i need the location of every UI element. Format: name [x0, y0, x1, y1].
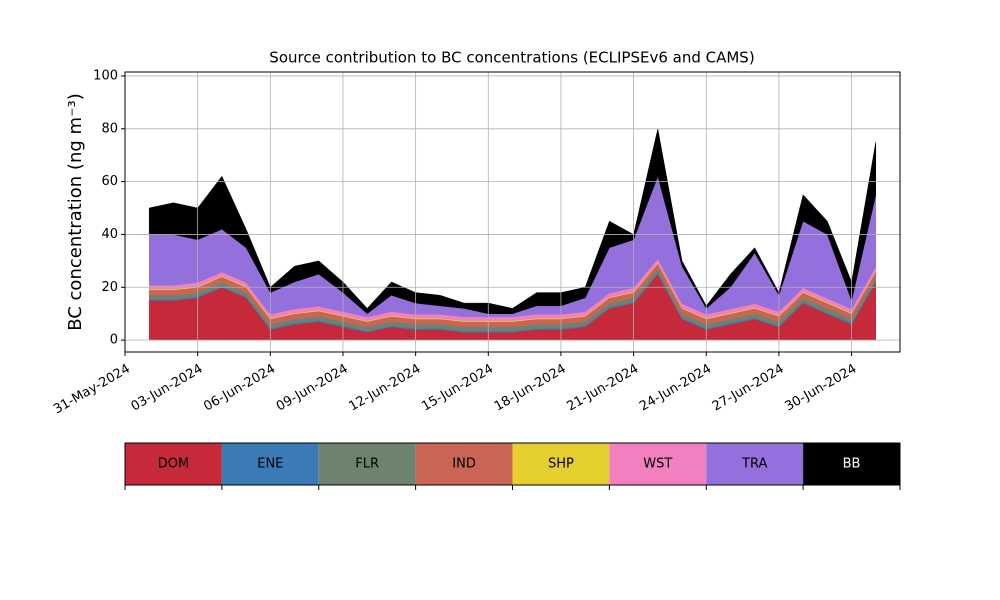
legend-label: SHP: [548, 457, 574, 472]
chart-title: Source contribution to BC concentrations…: [269, 49, 754, 67]
legend-label: FLR: [355, 457, 379, 472]
legend-swatch: [609, 443, 707, 485]
legend-swatch: [125, 443, 222, 485]
legend-swatch: [415, 443, 513, 485]
y-axis-label: BC concentration (ng m⁻³): [65, 93, 86, 331]
legend-label: ENE: [257, 457, 283, 472]
legend-label: DOM: [158, 457, 189, 472]
y-tick-label: 100: [93, 68, 118, 83]
legend-label: BB: [843, 457, 861, 472]
legend-label: WST: [643, 457, 672, 472]
legend-swatch: [512, 443, 610, 485]
legend-frame: [124, 442, 901, 486]
plot-frame: [124, 71, 901, 353]
legend-label: IND: [452, 457, 476, 472]
y-tick-label: 20: [101, 280, 118, 295]
legend-swatch: [221, 443, 319, 485]
y-tick-label: 60: [101, 174, 118, 189]
area: [148, 128, 877, 315]
y-tick-label: 40: [101, 227, 118, 242]
legend-swatch: [803, 443, 900, 485]
legend-swatch: [706, 443, 804, 485]
y-tick-label: 0: [110, 333, 118, 348]
y-tick-label: 80: [101, 121, 118, 136]
legend-label: TRA: [741, 457, 767, 472]
legend-swatch: [318, 443, 416, 485]
